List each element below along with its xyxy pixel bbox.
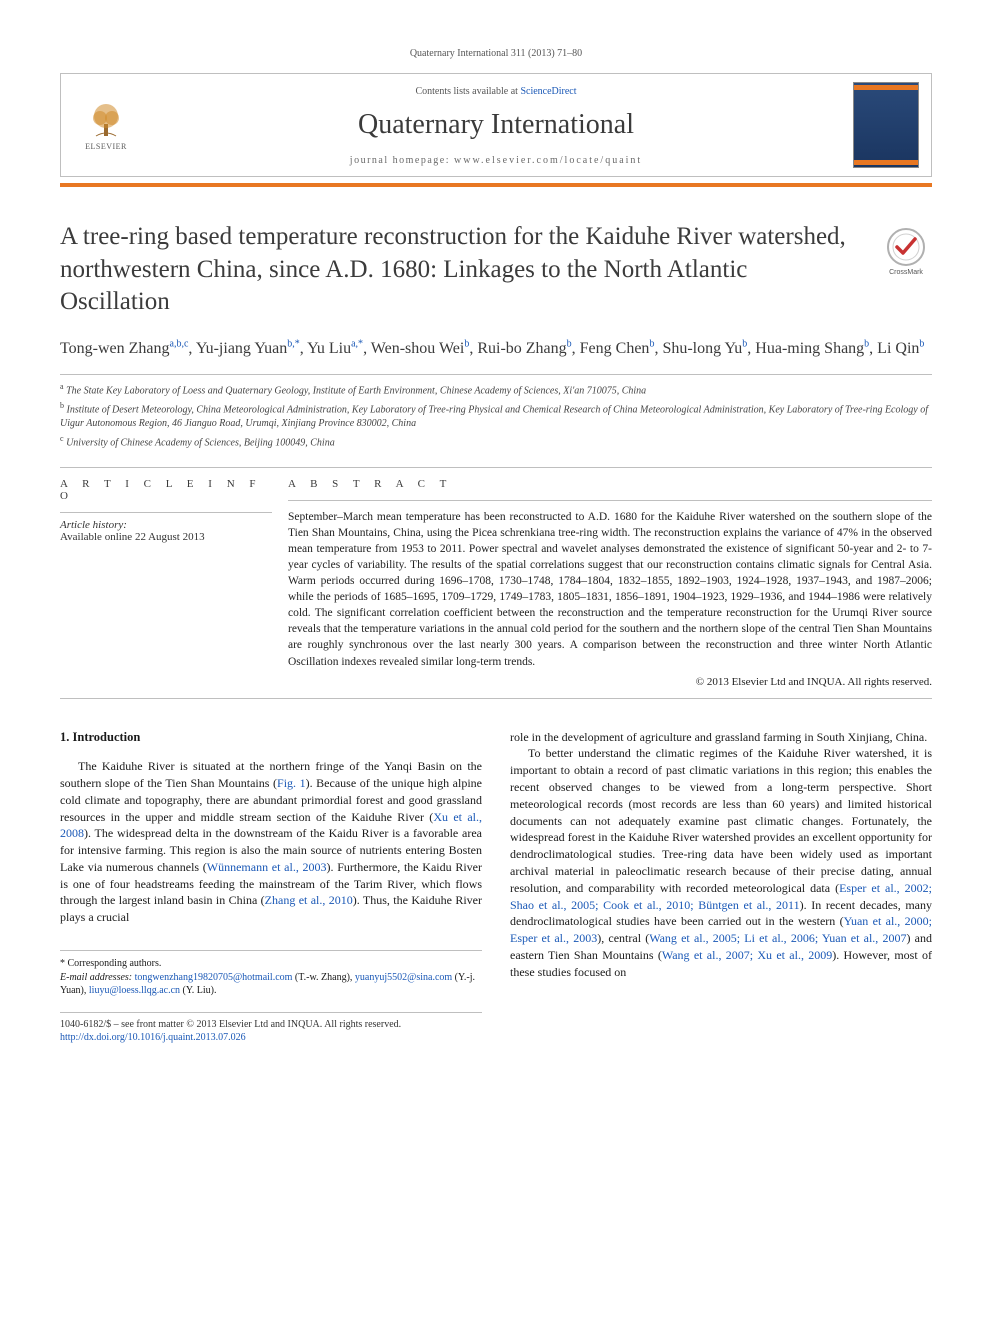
doi-link[interactable]: http://dx.doi.org/10.1016/j.quaint.2013.… <box>60 1032 246 1043</box>
journal-name: Quaternary International <box>159 109 833 141</box>
journal-homepage-line: journal homepage: www.elsevier.com/locat… <box>159 155 833 166</box>
cover-stripe-top <box>854 85 918 90</box>
article-info-head: A R T I C L E I N F O <box>60 478 272 502</box>
footer-line1: 1040-6182/$ – see front matter © 2013 El… <box>60 1018 482 1032</box>
body-two-columns: 1. Introduction The Kaiduhe River is sit… <box>60 729 932 1045</box>
article-history-block: Article history: Available online 22 Aug… <box>60 512 272 543</box>
left-column: 1. Introduction The Kaiduhe River is sit… <box>60 729 482 1045</box>
article-history-label: Article history: <box>60 519 272 531</box>
journal-header-box: ELSEVIER Contents lists available at Sci… <box>60 73 932 177</box>
email-who: (T.-w. Zhang) <box>292 972 349 983</box>
affiliation-line: c University of Chinese Academy of Scien… <box>60 433 932 450</box>
title-row: A tree-ring based temperature reconstruc… <box>60 221 932 319</box>
crossmark-badge[interactable]: CrossMark <box>880 225 932 277</box>
corr-label: Corresponding authors. <box>68 958 162 969</box>
affiliations-block: a The State Key Laboratory of Loess and … <box>60 374 932 451</box>
section-heading-intro: 1. Introduction <box>60 729 482 747</box>
corr-star: * <box>60 958 65 969</box>
cover-stripe-bottom <box>854 160 918 165</box>
right-column: role in the development of agriculture a… <box>510 729 932 1045</box>
email-who: (Y. Liu) <box>180 985 214 996</box>
homepage-url[interactable]: www.elsevier.com/locate/quaint <box>454 155 642 166</box>
email-link[interactable]: liuyu@loess.llqg.ac.cn <box>89 985 180 996</box>
footer-block: 1040-6182/$ – see front matter © 2013 El… <box>60 1012 482 1045</box>
email-link[interactable]: yuanyuj5502@sina.com <box>355 972 452 983</box>
header-middle: Contents lists available at ScienceDirec… <box>151 74 841 176</box>
authors-block: Tong-wen Zhanga,b,c, Yu-jiang Yuanb,*, Y… <box>60 337 932 360</box>
abstract-column: A B S T R A C T September–March mean tem… <box>288 468 932 698</box>
crossmark-label: CrossMark <box>889 269 923 276</box>
page-root: Quaternary International 311 (2013) 71–8… <box>0 0 992 1085</box>
contents-list-line: Contents lists available at ScienceDirec… <box>159 86 833 97</box>
affiliation-line: b Institute of Desert Meteorology, China… <box>60 400 932 431</box>
article-title: A tree-ring based temperature reconstruc… <box>60 221 862 319</box>
elsevier-logo: ELSEVIER <box>79 96 133 154</box>
journal-cover-cell <box>841 74 931 176</box>
article-info-column: A R T I C L E I N F O Article history: A… <box>60 468 288 698</box>
article-history-date: Available online 22 August 2013 <box>60 531 272 543</box>
contents-prefix: Contents lists available at <box>415 86 520 97</box>
abstract-copyright: © 2013 Elsevier Ltd and INQUA. All right… <box>288 676 932 688</box>
journal-cover-thumbnail <box>853 82 919 168</box>
publisher-logo-cell: ELSEVIER <box>61 74 151 176</box>
publisher-word: ELSEVIER <box>85 142 127 151</box>
email-link[interactable]: tongwenzhang19820705@hotmail.com <box>135 972 293 983</box>
body-paragraph: To better understand the climatic regime… <box>510 745 932 980</box>
email-label: E-mail addresses: <box>60 972 132 983</box>
body-paragraph: The Kaiduhe River is situated at the nor… <box>60 758 482 926</box>
homepage-label: journal homepage: <box>350 155 454 166</box>
elsevier-tree-icon <box>86 100 126 140</box>
running-header: Quaternary International 311 (2013) 71–8… <box>60 48 932 59</box>
corresponding-block: * Corresponding authors. E-mail addresse… <box>60 950 482 998</box>
info-abstract-row: A R T I C L E I N F O Article history: A… <box>60 467 932 699</box>
header-orange-rule <box>60 183 932 187</box>
abstract-text: September–March mean temperature has bee… <box>288 500 932 670</box>
body-paragraph: role in the development of agriculture a… <box>510 729 932 746</box>
abstract-head: A B S T R A C T <box>288 478 932 490</box>
sciencedirect-link[interactable]: ScienceDirect <box>520 86 576 97</box>
affiliation-line: a The State Key Laboratory of Loess and … <box>60 381 932 398</box>
